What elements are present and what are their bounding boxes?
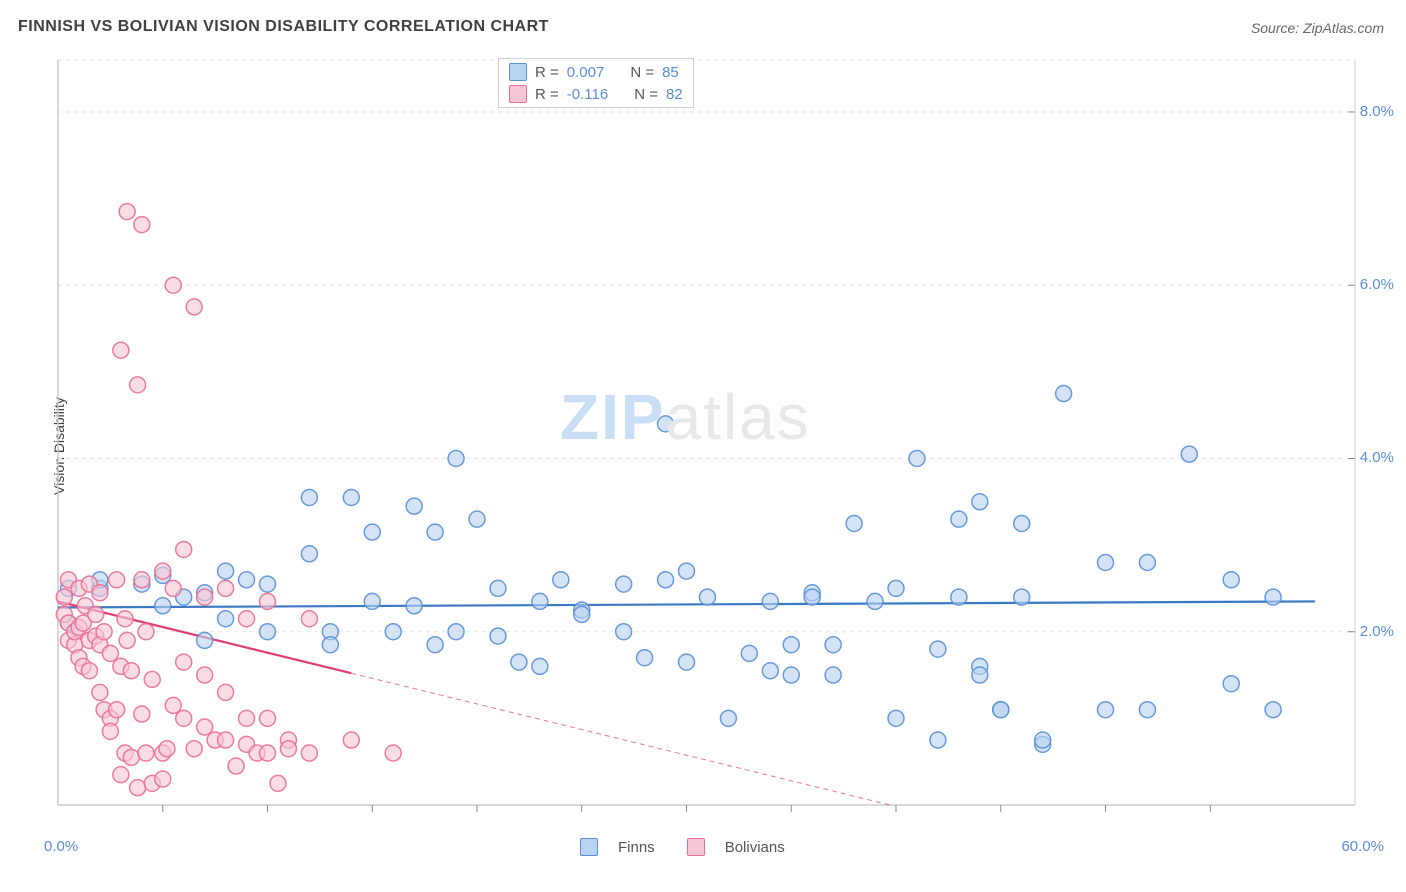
x-max-label: 60.0%	[1341, 838, 1384, 855]
n-value-bolivians: 82	[666, 86, 683, 103]
x-min-label: 0.0%	[44, 838, 78, 855]
r-value-bolivians: -0.116	[567, 86, 608, 103]
r-label: R =	[535, 86, 559, 103]
stats-legend-box: R = 0.007 N = 85 R = -0.116 N = 82	[498, 58, 694, 108]
bottom-legend: Finns Bolivians	[580, 838, 785, 856]
y-tick-label: 6.0%	[1360, 276, 1394, 293]
swatch-blue-icon	[580, 838, 598, 856]
source-label: Source: ZipAtlas.com	[1251, 20, 1384, 36]
swatch-pink-icon	[509, 85, 527, 103]
r-value-finns: 0.007	[567, 64, 605, 81]
y-tick-label: 8.0%	[1360, 103, 1394, 120]
scatter-plot	[50, 55, 1360, 825]
y-tick-label: 4.0%	[1360, 449, 1394, 466]
stats-row-finns: R = 0.007 N = 85	[505, 61, 687, 83]
swatch-pink-icon	[687, 838, 705, 856]
y-tick-label: 2.0%	[1360, 623, 1394, 640]
n-label: N =	[630, 64, 654, 81]
stats-row-bolivians: R = -0.116 N = 82	[505, 83, 687, 105]
chart-title: FINNISH VS BOLIVIAN VISION DISABILITY CO…	[18, 18, 549, 36]
legend-label-bolivians: Bolivians	[725, 839, 785, 856]
n-value-finns: 85	[662, 64, 679, 81]
r-label: R =	[535, 64, 559, 81]
swatch-blue-icon	[509, 63, 527, 81]
legend-label-finns: Finns	[618, 839, 655, 856]
n-label: N =	[634, 86, 658, 103]
